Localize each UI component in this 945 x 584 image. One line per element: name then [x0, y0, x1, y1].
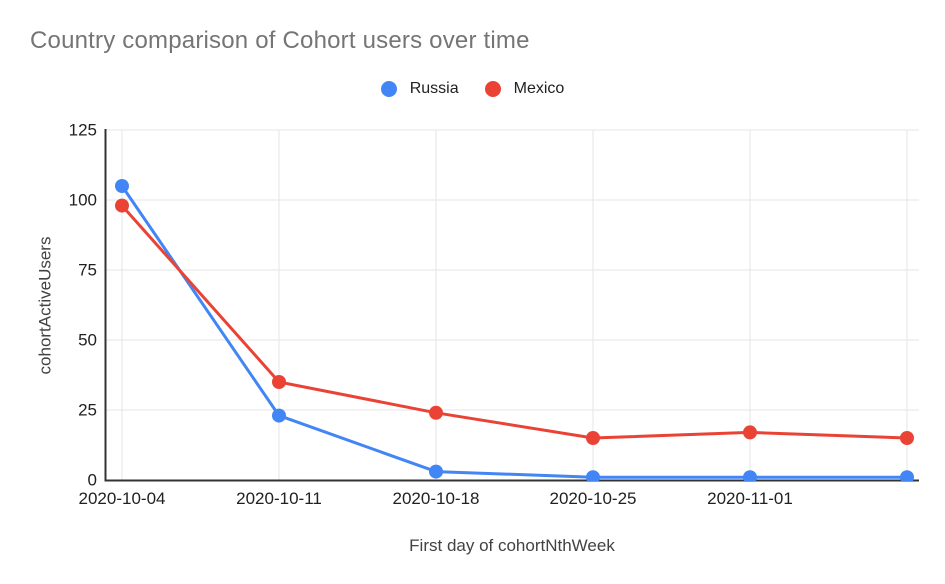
y-tick-label-25: 25	[78, 401, 97, 420]
x-tick-label-2: 2020-10-18	[393, 489, 480, 508]
x-axis-title: First day of cohortNthWeek	[409, 536, 615, 555]
chart-title: Country comparison of Cohort users over …	[30, 27, 530, 54]
x-tick-label-0: 2020-10-04	[79, 489, 166, 508]
series-mexico	[115, 198, 914, 445]
russia-point-1	[272, 408, 286, 423]
mexico-point-1	[272, 375, 286, 389]
legend-item-mexico: Mexico	[484, 80, 565, 98]
russia-point-4	[743, 470, 757, 481]
russia-line	[120, 184, 909, 479]
y-tick-label-75: 75	[78, 261, 97, 280]
x-tick-label-4: 2020-11-01	[707, 489, 793, 508]
legend-label-mexico: Mexico	[513, 80, 565, 97]
russia-point-0	[115, 179, 129, 193]
legend-swatch-russia-icon	[380, 81, 397, 97]
mexico-point-0	[115, 198, 129, 213]
russia-point-2	[429, 464, 443, 479]
y-tick-label-125: 125	[69, 121, 97, 140]
mexico-point-4	[743, 425, 757, 440]
russia-point-5	[900, 470, 914, 481]
x-tick-label-1: 2020-10-11	[236, 489, 322, 508]
y-tick-label-100: 100	[69, 191, 97, 210]
mexico-line	[120, 204, 909, 440]
mexico-point-2	[429, 405, 443, 420]
russia-point-3	[586, 470, 600, 481]
x-tick-label-3: 2020-10-25	[550, 489, 637, 508]
series-russia	[115, 179, 914, 481]
mexico-point-3	[586, 431, 600, 445]
y-tick-label-50: 50	[78, 331, 97, 350]
y-tick-label-0: 0	[88, 471, 97, 490]
legend-swatch-mexico-icon	[484, 81, 501, 97]
legend: Russia Mexico	[0, 79, 945, 99]
legend-label-russia: Russia	[409, 80, 459, 97]
legend-item-russia: Russia	[380, 80, 459, 98]
mexico-point-5	[900, 431, 914, 445]
